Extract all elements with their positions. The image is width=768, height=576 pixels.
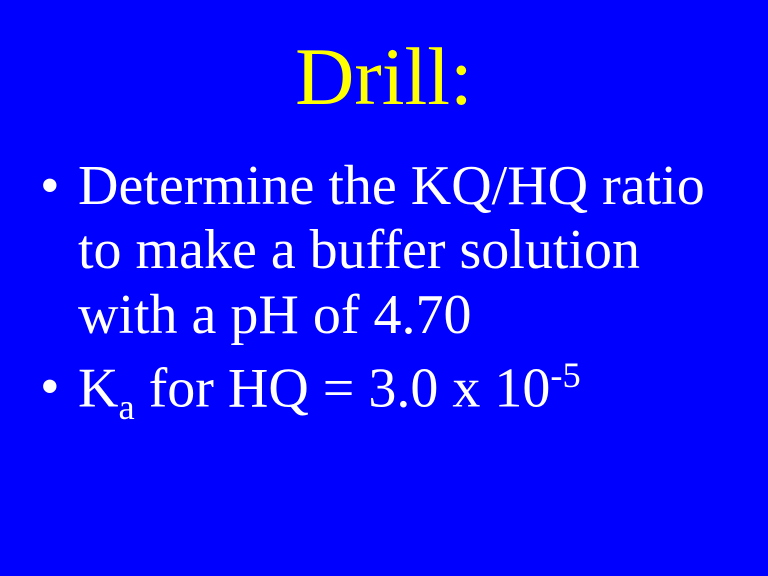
bullet-list: Determine the KQ/HQ ratio to make a buff…: [40, 154, 728, 429]
bullet-item: Ka for HQ = 3.0 x 10-5: [40, 355, 728, 429]
bullet-item: Determine the KQ/HQ ratio to make a buff…: [40, 154, 728, 347]
bullet-text-superscript: -5: [550, 355, 580, 395]
bullet-text-prefix: K: [78, 358, 118, 420]
bullet-text-mid: for HQ = 3.0 x 10: [135, 358, 551, 420]
bullet-text: Determine the KQ/HQ ratio to make a buff…: [78, 155, 705, 346]
slide: Drill: Determine the KQ/HQ ratio to make…: [0, 0, 768, 576]
slide-title: Drill:: [40, 30, 728, 124]
slide-body: Determine the KQ/HQ ratio to make a buff…: [40, 154, 728, 429]
bullet-text-subscript: a: [118, 387, 134, 427]
